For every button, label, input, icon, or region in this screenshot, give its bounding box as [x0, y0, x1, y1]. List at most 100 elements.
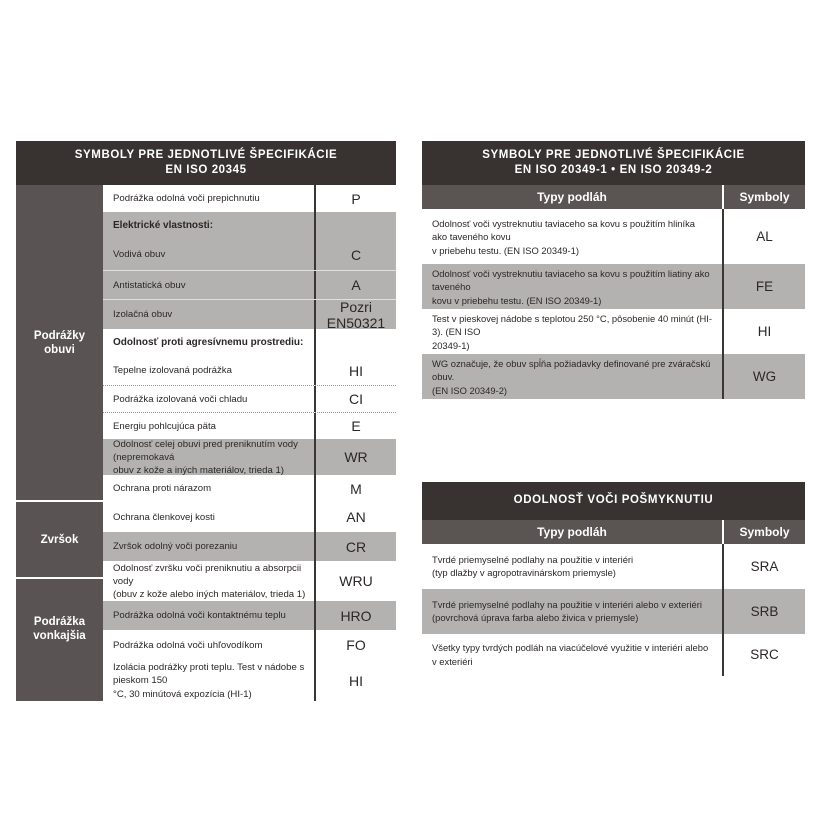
right-top-subheader: Typy podláh Symboly: [422, 185, 805, 210]
row-description: Izolačná obuv: [103, 300, 314, 329]
category-podrazky-obuvi-line1: Podrážky: [33, 329, 86, 342]
row-symbol: WG: [722, 354, 805, 400]
row-description: Odolnosť proti agresívnemu prostrediu:: [103, 329, 314, 356]
table-row: Antistatická obuv A: [103, 270, 396, 300]
row-description: Podrážka odolná voči prepichnutiu: [103, 185, 314, 212]
row-description: Podrážka odolná voči uhľovodíkom: [103, 630, 314, 660]
row-description: Elektrické vlastnosti:: [103, 212, 314, 239]
slip-subheader: Typy podláh Symboly: [422, 519, 805, 544]
row-symbol: HI: [722, 309, 805, 355]
row-description: Odolnosť voči vystreknutiu taviaceho sa …: [422, 264, 722, 309]
row-description: Vodivá obuv: [103, 239, 314, 270]
row-symbol: A: [314, 271, 396, 300]
row-symbol: SRA: [722, 543, 805, 589]
row-symbol: FO: [314, 630, 396, 661]
table-row: Elektrické vlastnosti:: [103, 212, 396, 240]
row-description-line2: (typ dlažby v agropotravinárskom priemys…: [432, 567, 616, 579]
column-header-symboly: Symboly: [722, 519, 805, 544]
table-row: Test v pieskovej nádobe s teplotou 250 °…: [422, 309, 805, 355]
table-row: Ochrana proti nárazom M: [103, 475, 396, 503]
table-row: Odolnosť voči vystreknutiu taviaceho sa …: [422, 264, 805, 310]
category-podrazka-vonkajsia-line1: Podrážka: [33, 616, 86, 629]
table-row: WG označuje, že obuv spĺňa požiadavky de…: [422, 354, 805, 400]
row-description-line1: Test v pieskovej nádobe s teplotou 250 °…: [432, 312, 712, 338]
row-description: Tvrdé priemyselné podlahy na použitie v …: [422, 544, 722, 589]
row-description-line1: Odolnosť zvršku voči preniknutiu a absor…: [113, 562, 302, 587]
row-description-line1: Ochrana proti nárazom: [113, 483, 212, 495]
table-row: Odolnosť proti agresívnemu prostrediu:: [103, 329, 396, 357]
table-row: Podrážka izolovaná voči chladu CI: [103, 385, 396, 413]
row-description-line2: obuv z kože a iných materiálov, trieda 1…: [113, 465, 284, 477]
row-description-line1: Izolácia podrážky proti teplu. Test v ná…: [113, 662, 305, 687]
row-description: WG označuje, že obuv spĺňa požiadavky de…: [422, 354, 722, 399]
table-row: Energiu pohlcujúca päta E: [103, 412, 396, 440]
row-description-line1: Všetky typy tvrdých podláh na viacúčelov…: [432, 642, 709, 667]
left-table-rows: Podrážka odolná voči prepichnutiu P Elek…: [103, 185, 396, 702]
row-description: Ochrana proti nárazom: [103, 475, 314, 502]
row-description-line1: Ochrana členkovej kosti: [113, 511, 215, 523]
left-table-header: SYMBOLY PRE JEDNOTLIVÉ ŠPECIFIKÁCIE EN I…: [16, 141, 396, 186]
column-header-symboly: Symboly: [722, 185, 805, 210]
row-description: Podrážka izolovaná voči chladu: [103, 386, 314, 412]
row-symbol: [314, 329, 396, 357]
row-description-line1: Izolačná obuv: [113, 309, 173, 321]
row-description-line1: Odolnosť voči vystreknutiu taviaceho sa …: [432, 267, 710, 293]
en-iso-20349-table: SYMBOLY PRE JEDNOTLIVÉ ŠPECIFIKÁCIE EN I…: [422, 141, 805, 400]
row-symbol: CI: [314, 386, 396, 413]
row-description: Antistatická obuv: [103, 271, 314, 299]
row-description-line1: Tvrdé priemyselné podlahy na použitie v …: [432, 553, 634, 565]
row-symbol: Pozri EN50321: [314, 299, 396, 331]
row-symbol: SRC: [722, 633, 805, 676]
category-podrazky-obuvi-line2: obuvi: [44, 343, 75, 356]
left-table-header-line1: SYMBOLY PRE JEDNOTLIVÉ ŠPECIFIKÁCIE: [74, 149, 338, 161]
row-symbol: E: [314, 413, 396, 440]
row-description-line1: Podrážka odolná voči prepichnutiu: [113, 193, 260, 205]
row-symbol: HRO: [314, 601, 396, 631]
row-symbol: M: [314, 475, 396, 503]
row-symbol: AL: [722, 209, 805, 265]
table-row: Ochrana členkovej kosti AN: [103, 502, 396, 533]
row-description: Všetky typy tvrdých podláh na viacúčelov…: [422, 634, 722, 676]
table-row: Tvrdé priemyselné podlahy na použitie v …: [422, 543, 805, 589]
slip-table-rows: Tvrdé priemyselné podlahy na použitie v …: [422, 543, 805, 676]
row-description-line2: (povrchová úprava farba alebo živica v p…: [432, 612, 639, 624]
row-description-line1: Tepelne izolovaná podrážka: [113, 365, 232, 377]
row-description: Izolácia podrážky proti teplu. Test v ná…: [103, 660, 314, 701]
left-table-body: Podrážky obuvi Zvršok Podrážka vonkajšia: [16, 185, 396, 702]
left-table-category-column: Podrážky obuvi Zvršok Podrážka vonkajšia: [16, 185, 103, 702]
row-description-line1: Podrážka odolná voči uhľovodíkom: [113, 639, 263, 651]
row-description-line2: 20349-1): [432, 339, 470, 351]
table-row: Izolácia podrážky proti teplu. Test v ná…: [103, 660, 396, 702]
table-row: Vodivá obuv C: [103, 239, 396, 271]
table-row: Izolačná obuv Pozri EN50321: [103, 299, 396, 331]
slip-table-header: ODOLNOSŤ VOČI POŠMYKNUTIU: [422, 482, 805, 520]
row-description-line1: WG označuje, že obuv spĺňa požiadavky de…: [432, 357, 711, 383]
row-description: Zvršok odolný voči porezaniu: [103, 532, 314, 561]
row-description-line2: °C, 30 minútová expozícia (HI-1): [113, 688, 252, 700]
table-row: Podrážka odolná voči uhľovodíkom FO: [103, 630, 396, 661]
table-row: Odolnosť zvršku voči preniknutiu a absor…: [103, 561, 396, 602]
row-description-line2: v priebehu testu. (EN ISO 20349-1): [432, 244, 579, 256]
row-symbol: HI: [314, 660, 396, 702]
row-symbol: HI: [314, 356, 396, 386]
row-description-line2: (EN ISO 20349-2): [432, 384, 508, 396]
left-table-header-line2: EN ISO 20345: [165, 163, 247, 176]
column-header-typy-podlah: Typy podláh: [537, 524, 607, 539]
row-symbol: [314, 212, 396, 240]
row-symbol: P: [314, 185, 396, 213]
row-description: Energiu pohlcujúca päta: [103, 413, 314, 439]
row-description: Podrážka odolná voči kontaktnému teplu: [103, 601, 314, 630]
row-description: Ochrana členkovej kosti: [103, 502, 314, 532]
row-symbol: AN: [314, 502, 396, 533]
slip-header-line1: ODOLNOSŤ VOČI POŠMYKNUTIU: [513, 494, 714, 506]
row-description-line1: Odolnosť proti agresívnemu prostrediu:: [113, 337, 304, 349]
row-description-line1: Odolnosť voči vystreknutiu taviaceho sa …: [432, 217, 696, 243]
row-description-line1: Odolnosť celej obuvi pred preniknutím vo…: [113, 438, 298, 463]
table-row: Všetky typy tvrdých podláh na viacúčelov…: [422, 633, 805, 676]
category-zvrsok-line1: Zvršok: [40, 533, 79, 546]
row-description-line1: Podrážka izolovaná voči chladu: [113, 393, 248, 405]
column-header-typy-podlah: Typy podláh: [537, 190, 607, 205]
row-symbol: CR: [314, 532, 396, 562]
row-description: Test v pieskovej nádobe s teplotou 250 °…: [422, 309, 722, 354]
